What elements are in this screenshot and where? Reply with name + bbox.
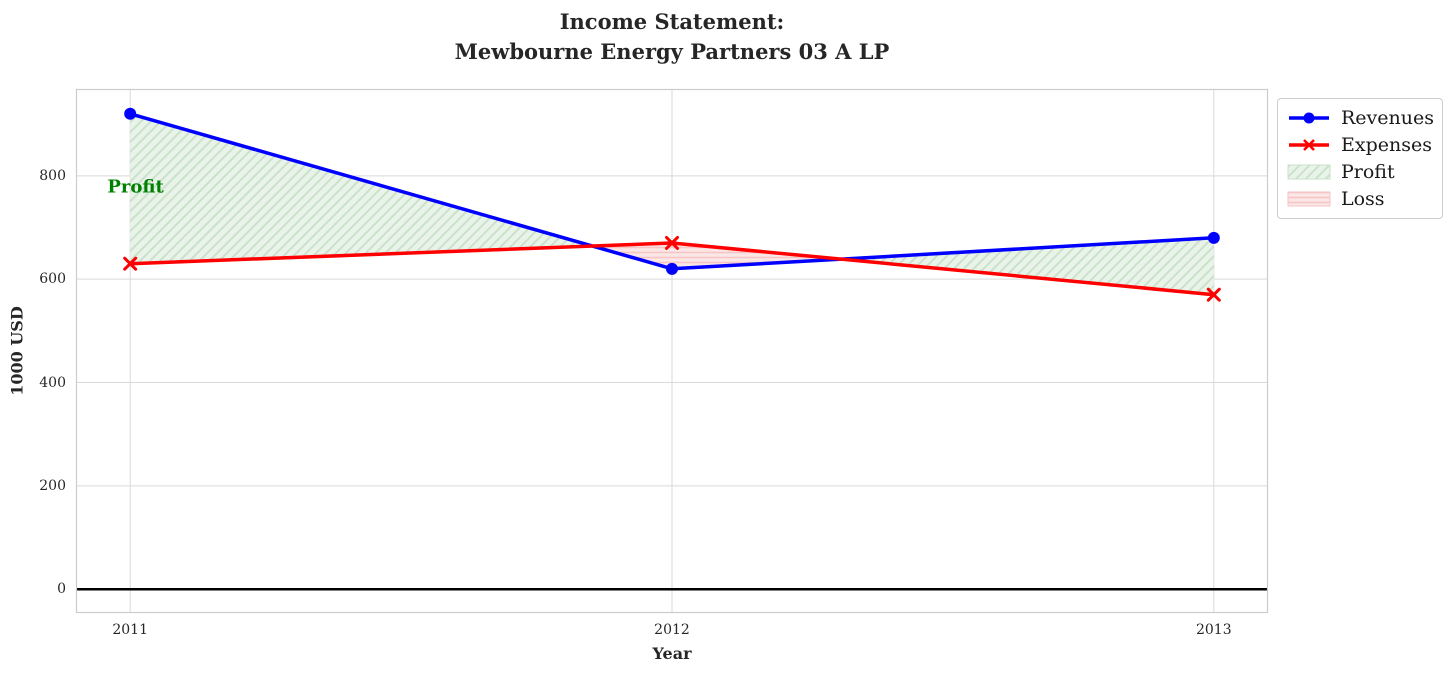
expenses-marker-2011 [123, 256, 138, 271]
y-tick-0: 0 [57, 581, 66, 598]
revenues-marker-2012 [666, 262, 678, 275]
loss-patch-swatch [1287, 190, 1331, 208]
chart-title: Income Statement: Mewbourne Energy Partn… [454, 9, 890, 64]
x-tick-2012: 2012 [654, 622, 690, 638]
profit-patch-swatch [1287, 163, 1331, 181]
legend-item-revenues: Revenues [1287, 105, 1434, 131]
revenues-line-swatch [1287, 109, 1331, 127]
legend-label-loss: Loss [1341, 187, 1385, 210]
profit-annotation: Profit [107, 176, 164, 198]
legend-item-loss: Loss [1287, 186, 1433, 212]
y-tick-200: 200 [39, 477, 66, 494]
legend-label-expenses: Expenses [1341, 133, 1432, 156]
expenses-marker-2012 [665, 235, 679, 250]
expenses-line-swatch [1287, 136, 1331, 154]
legend-label-revenues: Revenues [1341, 106, 1434, 129]
legend: Revenues Expenses Profit Loss [1277, 98, 1443, 219]
legend-item-expenses: Expenses [1287, 132, 1433, 158]
x-tick-2011: 2011 [112, 622, 148, 638]
profit-fill-region-0 [130, 113, 593, 264]
revenues-marker-2011 [124, 107, 137, 120]
y-tick-800: 800 [39, 167, 66, 184]
plot-border [75, 88, 1269, 614]
revenues-marker-2013 [1207, 231, 1220, 244]
expenses-marker-2013 [1206, 287, 1221, 302]
legend-label-profit: Profit [1341, 160, 1395, 183]
legend-item-profit: Profit [1287, 159, 1433, 185]
x-axis-label: Year [652, 644, 692, 663]
profit-fill-region-2 [841, 237, 1214, 295]
y-tick-600: 600 [39, 271, 66, 288]
x-tick-2013: 2013 [1195, 622, 1232, 638]
y-tick-400: 400 [39, 374, 66, 391]
